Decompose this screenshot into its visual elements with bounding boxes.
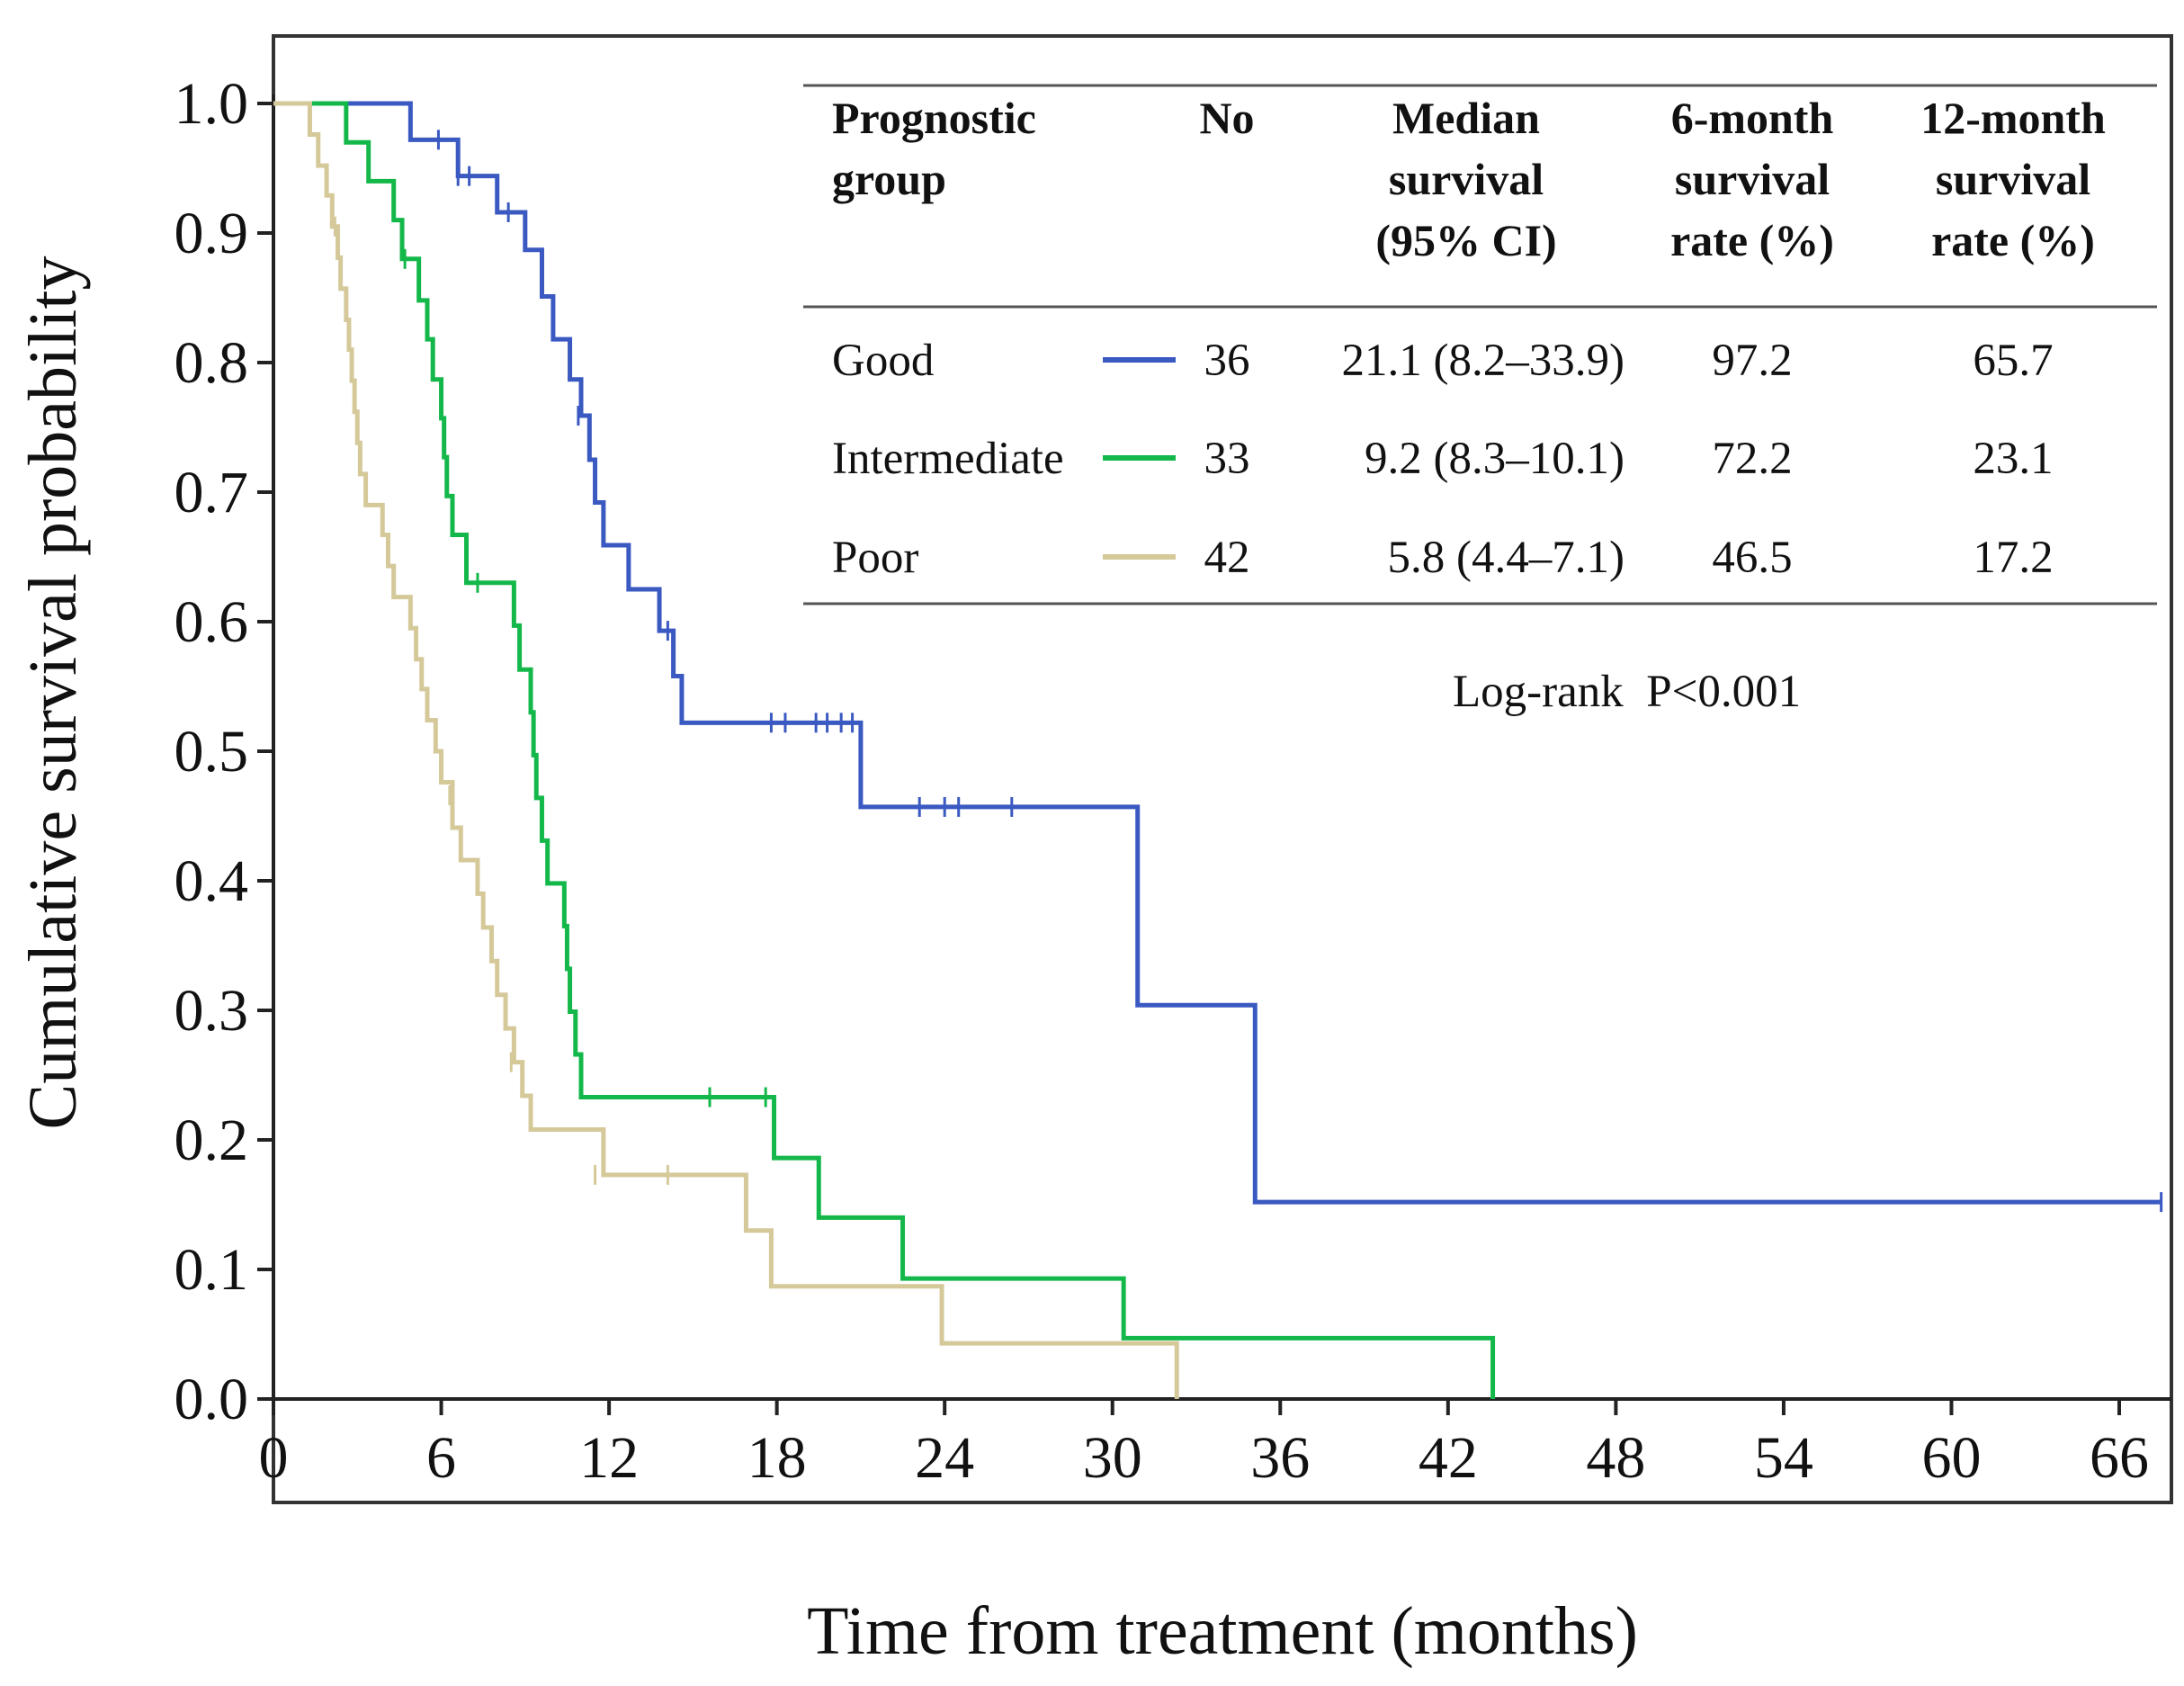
y-axis-title: Cumulative survival probability (15, 256, 91, 1130)
curve-good (273, 101, 2162, 1205)
x-tick-label: 48 (1586, 1425, 1645, 1491)
x-tick-label: 60 (1921, 1425, 1981, 1491)
table-twelve-month-intermediate: 23.1 (1973, 434, 2053, 484)
y-tick-label: 0.4 (175, 848, 249, 914)
x-tick-label: 66 (2090, 1425, 2149, 1491)
table-header-cell: (95% CI) (1375, 215, 1556, 265)
table-header-cell: rate (%) (1931, 215, 2095, 265)
table-no-intermediate: 33 (1204, 434, 1250, 484)
y-tick-label: 0.6 (175, 589, 249, 655)
table-header-cell: rate (%) (1670, 215, 1834, 265)
y-tick-label: 0.5 (175, 719, 249, 785)
x-tick-label: 24 (915, 1425, 974, 1491)
table-group-intermediate: Intermediate (832, 434, 1064, 484)
x-tick-label: 42 (1419, 1425, 1478, 1491)
x-tick-label: 36 (1250, 1425, 1310, 1491)
table-no-good: 36 (1204, 336, 1250, 386)
y-tick-label: 0.2 (175, 1108, 249, 1173)
y-tick-label: 0.0 (175, 1367, 249, 1432)
chart-frame (272, 34, 2173, 1504)
table-group-poor: Poor (832, 533, 918, 583)
table-six-month-poor: 46.5 (1712, 533, 1792, 583)
y-tick-label: 0.8 (175, 330, 249, 396)
table-median-poor: 5.8 (4.4–7.1) (1388, 533, 1625, 583)
x-tick-label: 12 (579, 1425, 639, 1491)
table-header-cell: group (832, 154, 946, 204)
curve-poor (273, 101, 1179, 1399)
table-median-good: 21.1 (8.2–33.9) (1342, 336, 1625, 386)
axes: 0 6 12 18 24 30 36 42 48 54 60 66 0.0 0.1 0.2 0.3 0.4 0.5… (175, 71, 2171, 1491)
table-no-poor: 42 (1204, 533, 1250, 583)
table-header-cell: No (1199, 93, 1254, 143)
curve-intermediate (273, 101, 1496, 1399)
x-axis-title: Time from treatment (months) (807, 1593, 1638, 1669)
table-header-cell: 12-month (1920, 93, 2106, 143)
table-six-month-good: 97.2 (1712, 336, 1792, 386)
table-header-cell: survival (1389, 154, 1544, 204)
table-twelve-month-poor: 17.2 (1973, 533, 2053, 583)
x-tick-label: 54 (1754, 1425, 1813, 1491)
y-tick-label: 0.1 (175, 1237, 249, 1303)
table-group-good: Good (832, 336, 934, 386)
x-tick-label: 30 (1083, 1425, 1142, 1491)
y-tick-label: 0.9 (175, 201, 249, 266)
y-tick-label: 0.3 (175, 978, 249, 1044)
table-header-cell: Median (1392, 93, 1540, 143)
x-tick-label: 0 (259, 1425, 289, 1491)
table-header-cell: survival (1936, 154, 2090, 204)
y-tick-label: 0.7 (175, 460, 249, 525)
y-tick-label: 1.0 (175, 71, 249, 137)
x-tick-label: 18 (747, 1425, 807, 1491)
table-header-cell: survival (1675, 154, 1830, 204)
x-tick-label: 6 (426, 1425, 456, 1491)
table-median-intermediate: 9.2 (8.3–10.1) (1365, 434, 1625, 484)
summary-table: Prognostic group No Median survival (95% CI) 6… (803, 84, 2157, 605)
table-header-cell: 6-month (1671, 93, 1834, 143)
table-header-cell: Prognostic (832, 93, 1036, 143)
survival-curves (273, 101, 2163, 1399)
table-twelve-month-good: 65.7 (1973, 336, 2053, 386)
log-rank-annotation: Log-rank P<0.001 (1453, 667, 1801, 717)
table-six-month-intermediate: 72.2 (1712, 434, 1792, 484)
